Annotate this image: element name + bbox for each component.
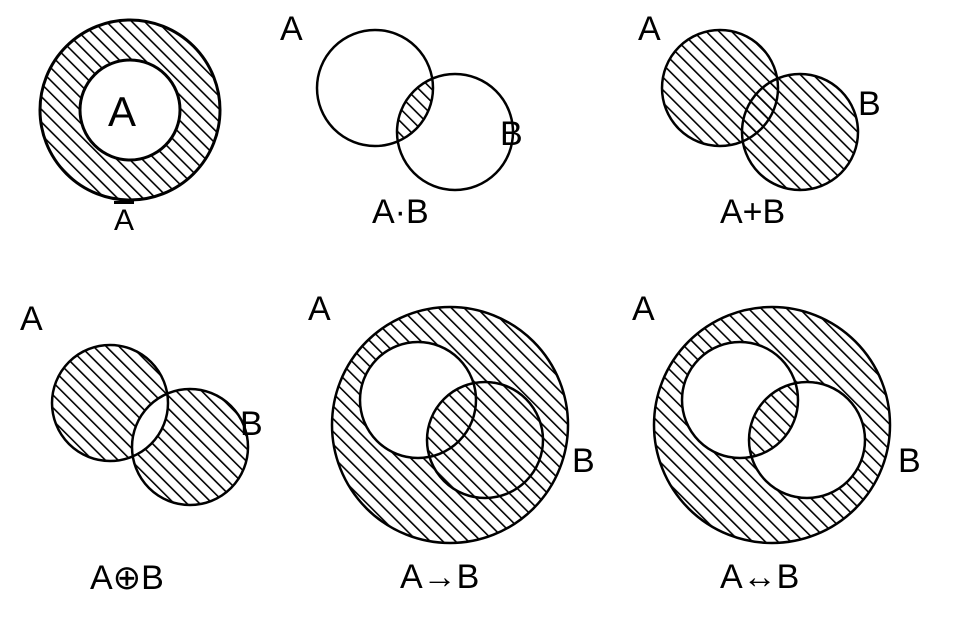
label-or-B: B (858, 85, 881, 124)
caption-and: A·B (372, 193, 429, 232)
label-iff-A: A (632, 290, 655, 329)
venn-implies-svg (300, 285, 600, 565)
label-implies-B: B (572, 442, 595, 481)
label-xor-B: B (240, 405, 263, 444)
caption-not: A (114, 204, 134, 238)
label-not-A: A (108, 88, 136, 136)
venn-implies (300, 285, 600, 565)
caption-or: A+B (720, 193, 785, 232)
venn-iff (622, 285, 922, 565)
label-or-A: A (638, 10, 661, 49)
caption-iff: A↔B (720, 558, 799, 597)
caption-implies: A→B (400, 558, 479, 597)
diagram-page: A A B A B A B A B A B A A·B A+B A⊕B A→B … (0, 0, 956, 626)
label-iff-B: B (898, 442, 921, 481)
label-and-A: A (280, 10, 303, 49)
label-xor-A: A (20, 300, 43, 339)
label-implies-A: A (308, 290, 331, 329)
label-and-B: B (500, 115, 523, 154)
venn-and (275, 10, 555, 210)
venn-iff-svg (622, 285, 922, 565)
caption-xor: A⊕B (90, 558, 164, 598)
venn-and-svg (275, 10, 555, 210)
